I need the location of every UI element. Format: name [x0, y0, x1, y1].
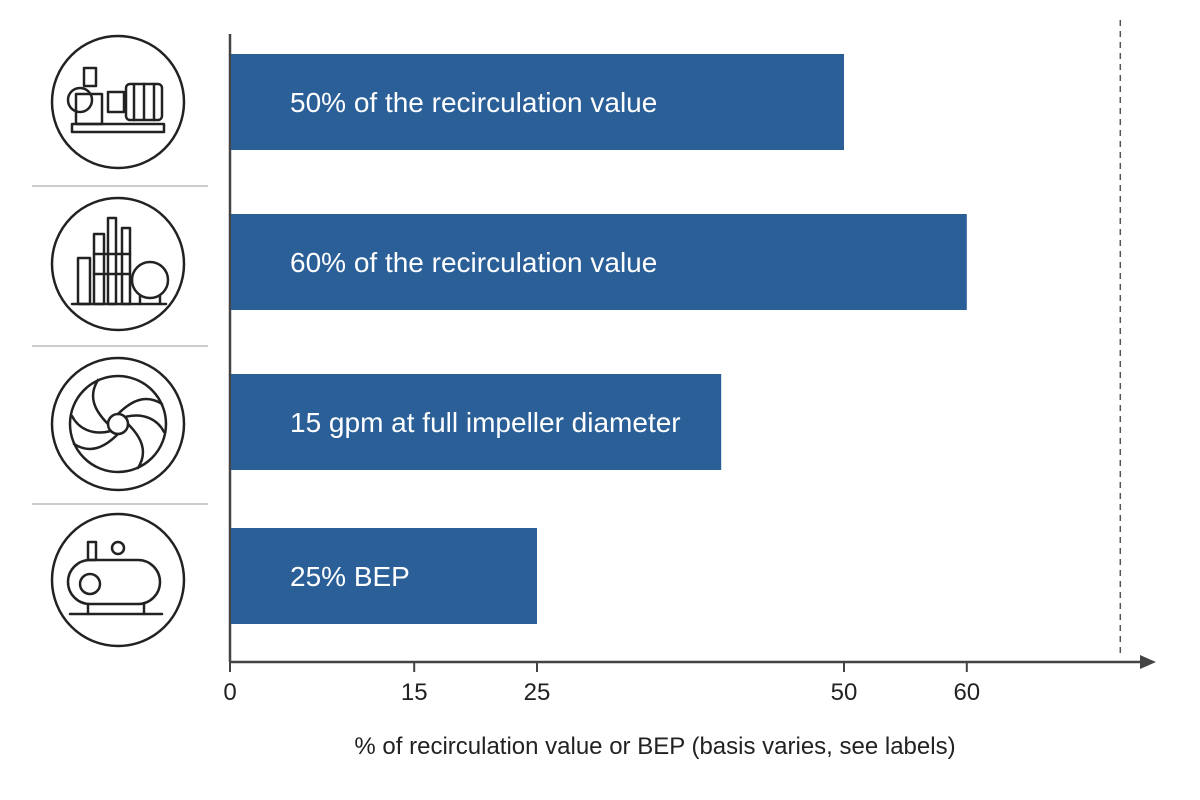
bar-label: 15 gpm at full impeller diameter: [290, 407, 681, 438]
bar: [231, 54, 844, 150]
x-tick-label: 25: [524, 679, 551, 706]
bar-label: 50% of the recirculation value: [290, 87, 657, 118]
centrifugal-pump-icon: [50, 34, 186, 170]
impeller-icon: [50, 356, 186, 492]
refinery-plant-icon: [50, 196, 186, 332]
bar-label: 60% of the recirculation value: [290, 247, 657, 278]
bar: [231, 528, 537, 624]
x-tick-label: 15: [401, 679, 428, 706]
x-axis-label: % of recirculation value or BEP (basis v…: [354, 733, 955, 760]
x-tick-label: 0: [223, 679, 236, 706]
bar-label: 25% BEP: [290, 561, 410, 592]
x-tick-label: 50: [831, 679, 858, 706]
bar: [231, 214, 967, 310]
x-tick-label: 60: [953, 679, 980, 706]
bar: [231, 374, 722, 470]
x-axis-arrow-icon: [1140, 655, 1156, 669]
boiler-tank-icon: [50, 512, 186, 648]
